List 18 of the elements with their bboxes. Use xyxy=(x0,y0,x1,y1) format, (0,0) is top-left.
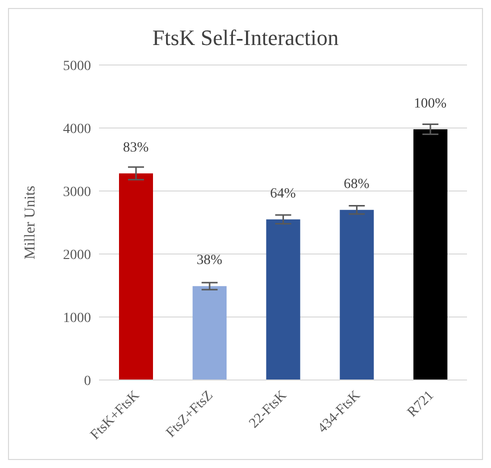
chart-title: FtsK Self-Interaction xyxy=(151,25,340,52)
bar xyxy=(266,219,300,380)
annotation: 38% xyxy=(196,253,223,268)
y-axis-title: Miller Units xyxy=(22,185,38,260)
annotation: 68% xyxy=(344,176,370,192)
annotation: 100% xyxy=(414,96,447,112)
annotation: 64% xyxy=(270,186,296,202)
bar xyxy=(192,286,227,380)
bar xyxy=(340,210,374,380)
y-tick-label: 4000 xyxy=(63,122,91,137)
y-tick-label: 0 xyxy=(84,374,91,389)
y-tick-label: 2000 xyxy=(63,248,91,263)
bar xyxy=(119,173,153,380)
y-tick-label: 3000 xyxy=(63,184,91,200)
annotation: 83% xyxy=(122,140,149,156)
bar xyxy=(413,129,448,380)
y-tick-label: 1000 xyxy=(63,310,91,326)
y-tick-label: 5000 xyxy=(63,58,91,74)
